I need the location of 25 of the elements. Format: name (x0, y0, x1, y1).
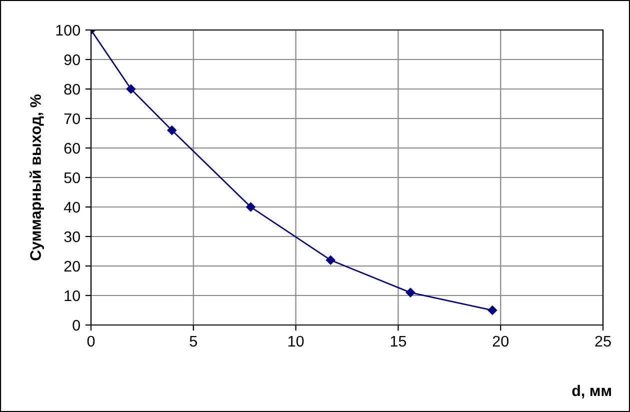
y-tick-label: 60 (64, 142, 80, 154)
y-tick-label: 50 (64, 172, 80, 184)
x-axis-title: d, мм (572, 384, 611, 398)
x-tick-label: 10 (288, 336, 304, 347)
y-tick-label: 0 (72, 320, 80, 331)
x-tick-label: 20 (492, 336, 508, 347)
point (326, 255, 336, 265)
y-tick-label: 40 (64, 202, 80, 213)
y-tick-label: 10 (64, 290, 80, 302)
x-tick-label: 0 (87, 336, 95, 347)
y-axis-title: Суммарный выход, % (29, 94, 44, 260)
y-tick-label: 70 (64, 113, 80, 124)
x-tick-label: 5 (190, 336, 198, 347)
point (406, 288, 416, 298)
y-tick-label: 90 (64, 54, 80, 66)
point (488, 306, 498, 315)
point (167, 126, 177, 135)
point (126, 84, 136, 94)
point (246, 202, 256, 212)
x-tick-label: 25 (595, 336, 611, 347)
y-tick-label: 30 (64, 231, 80, 242)
y-tick-label: 20 (64, 260, 80, 272)
x-tick-label: 15 (390, 336, 406, 347)
y-tick-label: 100 (56, 24, 80, 36)
y-tick-label: 80 (64, 84, 80, 95)
